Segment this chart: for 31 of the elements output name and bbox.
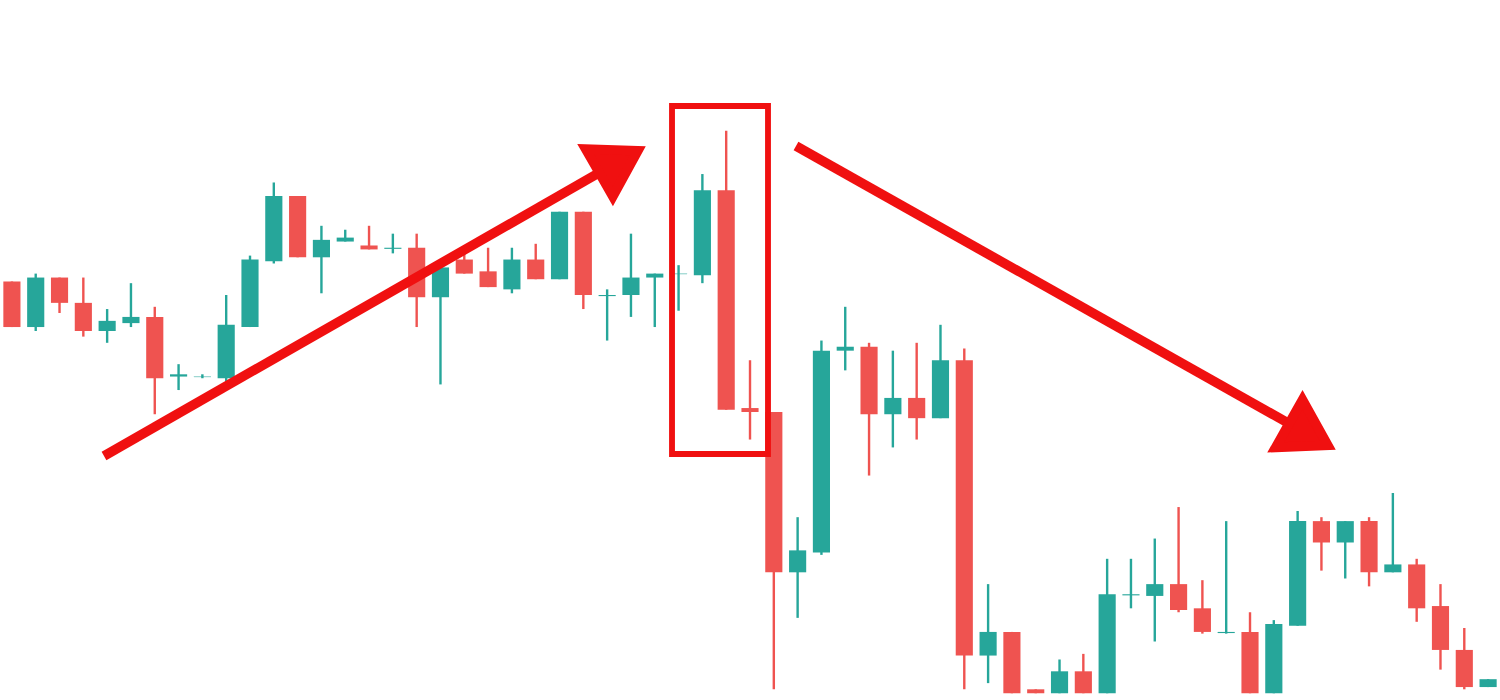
candlestick [1431,582,1450,671]
candlestick [312,224,330,295]
candlestick [1193,578,1211,635]
candlestick [50,276,69,315]
candlestick [622,232,640,319]
candlestick [789,515,807,620]
candlestick [98,307,116,344]
candlestick [979,582,997,685]
candlestick [1050,658,1069,695]
candlestick [170,362,188,392]
candlestick [884,349,902,449]
candlestick [1455,626,1473,691]
candlestick [1146,537,1164,643]
candlestick [1312,515,1331,572]
candlestick [74,276,92,338]
candlestick [908,341,926,441]
candlestick [741,359,759,441]
candlestick [1336,519,1354,580]
candlestick [1384,491,1402,574]
candlestick [431,266,450,386]
candlestick [3,280,21,329]
candlestick [527,242,545,281]
candlestick [122,281,140,329]
candlestick [646,272,664,329]
candlestick [1408,557,1426,624]
candlestick [1074,652,1092,695]
candlestick [1122,557,1140,610]
candlestick [836,305,854,372]
candlestick [1170,505,1188,614]
candlestick [479,246,497,289]
candlestick [503,246,521,295]
